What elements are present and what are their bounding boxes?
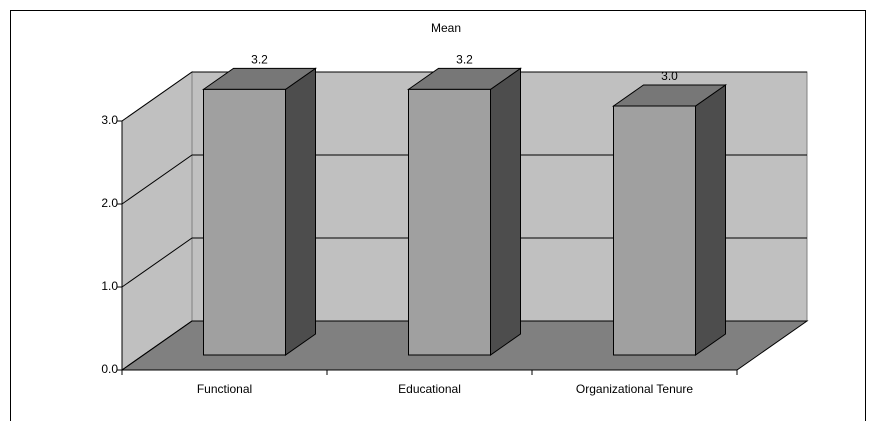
- grid-line: [121, 71, 807, 122]
- y-tick-label: 0.0: [101, 362, 118, 376]
- grid-line: [121, 237, 807, 288]
- x-tick-label: Organizational Tenure: [576, 382, 694, 396]
- bar-side: [490, 67, 521, 356]
- y-tick-label: 3.0: [101, 113, 118, 127]
- side-wall: [121, 71, 193, 371]
- chart-title: Mean: [431, 21, 461, 35]
- x-tick-label: Educational: [398, 382, 461, 396]
- data-label: 3.2: [251, 53, 268, 67]
- y-tick-label: 1.0: [101, 279, 118, 293]
- data-label: 3.2: [456, 53, 473, 67]
- bar: [613, 105, 696, 356]
- bar: [203, 88, 286, 356]
- grid-line: [121, 320, 807, 371]
- bar-side: [695, 84, 726, 356]
- bar-side: [285, 67, 316, 356]
- y-tick-label: 2.0: [101, 196, 118, 210]
- grid-line: [121, 154, 807, 205]
- bar: [408, 88, 491, 356]
- data-label: 3.0: [661, 69, 678, 83]
- x-tick-label: Functional: [197, 382, 252, 396]
